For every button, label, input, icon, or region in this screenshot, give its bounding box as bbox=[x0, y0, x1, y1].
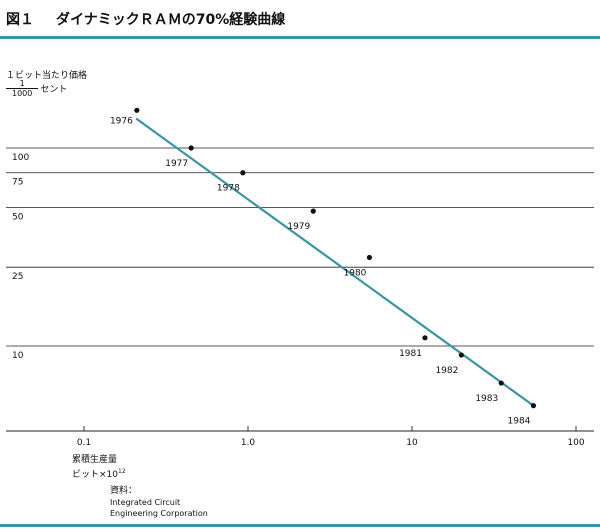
y-tick-label: 75 bbox=[12, 178, 23, 188]
source-line-2: Engineering Corporation bbox=[110, 509, 208, 518]
x-tick-label: 100 bbox=[567, 438, 584, 448]
figure-title-text: ダイナミックＲＡＭの70%経験曲線 bbox=[56, 12, 286, 28]
x-axis-label-exponent: 12 bbox=[118, 468, 126, 475]
y-axis-label: １ビット当たり価格 bbox=[6, 71, 88, 81]
data-point bbox=[498, 380, 504, 386]
unit-fraction: 1 1000 bbox=[6, 79, 39, 98]
x-tick-label: 0.1 bbox=[77, 438, 91, 448]
unit-text: セント bbox=[40, 85, 68, 95]
x-axis-label-line2: ビット×1012 bbox=[72, 466, 126, 481]
data-point bbox=[366, 254, 373, 261]
unit-denominator: 1000 bbox=[6, 88, 39, 98]
data-point-label: 1981 bbox=[399, 349, 422, 359]
data-point bbox=[240, 170, 246, 176]
data-point-label: 1983 bbox=[475, 394, 498, 404]
unit-numerator: 1 bbox=[19, 79, 25, 88]
x-tick-label: 1.0 bbox=[241, 438, 256, 448]
source-title: 資料： bbox=[110, 486, 138, 496]
data-point-label: 1980 bbox=[344, 268, 367, 278]
source-note: 資料： Integrated Circuit Engineering Corpo… bbox=[110, 486, 208, 519]
y-tick-label: 50 bbox=[12, 213, 24, 223]
data-point-label: 1982 bbox=[435, 366, 458, 376]
data-point bbox=[458, 352, 464, 358]
figure-title: 図１ ダイナミックＲＡＭの70%経験曲線 bbox=[6, 9, 285, 29]
y-tick-label: 25 bbox=[12, 272, 23, 282]
y-axis-unit: 1 1000 セント bbox=[6, 79, 67, 98]
data-point-label: 1976 bbox=[110, 116, 133, 126]
data-point-label: 1978 bbox=[217, 184, 240, 194]
figure-label: 図１ bbox=[6, 12, 34, 28]
data-point-label: 1977 bbox=[165, 159, 188, 169]
source-line-1: Integrated Circuit bbox=[110, 498, 181, 507]
data-point bbox=[188, 145, 194, 151]
data-point bbox=[134, 107, 140, 113]
bottom-accent-rule bbox=[0, 524, 600, 527]
x-axis-label: 累積生産量 ビット×1012 bbox=[72, 455, 126, 481]
data-point bbox=[530, 403, 537, 409]
data-point-label: 1984 bbox=[508, 417, 531, 427]
top-accent-rule bbox=[0, 36, 600, 39]
trend-line bbox=[135, 117, 535, 407]
data-point bbox=[422, 335, 428, 341]
data-point-label: 1979 bbox=[287, 222, 310, 232]
y-tick-label: 100 bbox=[12, 153, 29, 163]
data-point bbox=[310, 208, 316, 214]
x-tick-label: 10 bbox=[406, 438, 418, 448]
y-tick-label: 10 bbox=[12, 351, 24, 361]
x-axis-label-base: ビット×10 bbox=[72, 470, 118, 480]
x-axis-label-line1: 累積生産量 bbox=[72, 455, 118, 465]
